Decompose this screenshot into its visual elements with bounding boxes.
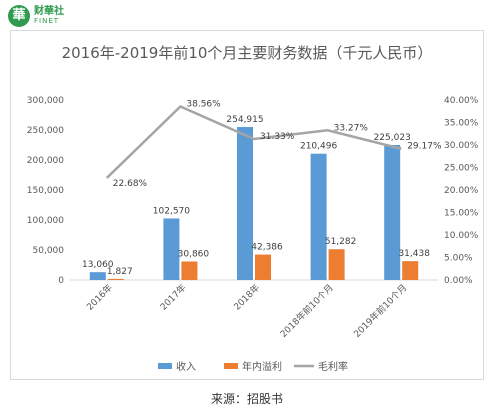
legend-label: 毛利率 [318,360,348,373]
profit-data-label: 42,386 [251,243,283,253]
y-left-tick-label: 100,000 [27,216,64,226]
x-tick-label: 2018年前10个月 [277,282,335,340]
y-left-tick-label: 200,000 [27,156,64,166]
y-right-tick-label: 20.00% [444,186,479,196]
profit-bar [107,278,124,280]
profit-bar [255,254,271,280]
profit-bar [328,249,345,280]
y-left-tick-label: 250,000 [27,126,64,136]
margin-data-label: 38.56% [186,99,221,109]
revenue-bar [163,218,180,280]
legend-label: 收入 [176,360,196,373]
x-tick-label: 2016年 [84,282,115,313]
y-left-tick-label: 150,000 [27,186,64,196]
logo-cn: 财華社 [34,6,64,17]
chart-title: 2016年-2019年前10个月主要财务数据（千元人民币） [61,44,433,62]
y-left-tick-label: 0 [58,276,64,286]
y-right-tick-label: 30.00% [444,141,479,151]
x-tick-label: 2017年 [157,282,188,313]
y-right-tick-label: 35.00% [444,119,479,129]
logo-text: 财華社 FINET [34,7,64,25]
y-right-tick-label: 0.00% [444,276,473,286]
margin-line [105,104,402,179]
profit-bar [402,261,419,280]
x-tick-label: 2019年前10个月 [351,282,409,340]
y-right-tick-label: 10.00% [444,231,479,241]
logo-mark: 華 [8,5,30,27]
logo-en: FINET [34,17,60,25]
legend-swatch [158,363,172,369]
profit-data-label: 51,282 [325,237,357,247]
x-tick-label: 2018年 [231,282,262,313]
y-right-tick-label: 5.00% [444,254,473,264]
margin-data-label: 33.27% [334,123,369,133]
y-right-tick-label: 25.00% [444,164,479,174]
legend-label: 年内溢利 [242,360,282,373]
legend-swatch [224,363,238,369]
y-left-tick-label: 50,000 [33,246,65,256]
finet-logo: 華 财華社 FINET [8,4,64,28]
revenue-data-label: 210,496 [300,142,337,152]
margin-data-label: 29.17% [407,142,442,152]
revenue-bar [89,272,106,280]
y-left-tick-label: 300,000 [27,96,64,106]
revenue-bar [237,127,253,281]
profit-bar [181,261,198,280]
profit-data-label: 1,827 [107,267,133,277]
y-right-tick-label: 15.00% [444,209,479,219]
revenue-bar [310,153,327,280]
profit-data-label: 31,438 [398,249,430,259]
profit-data-label: 30,860 [178,249,210,259]
revenue-bar [384,144,401,280]
revenue-data-label: 254,915 [226,115,263,125]
chart-frame [10,30,484,380]
revenue-data-label: 102,570 [153,206,190,216]
revenue-data-label: 225,023 [374,133,411,143]
revenue-data-label: 13,060 [82,260,114,270]
margin-data-label: 22.68% [113,179,148,189]
y-right-tick-label: 40.00% [444,96,479,106]
source-note: 来源：招股书 [210,392,283,406]
margin-data-label: 31.33% [260,132,295,142]
